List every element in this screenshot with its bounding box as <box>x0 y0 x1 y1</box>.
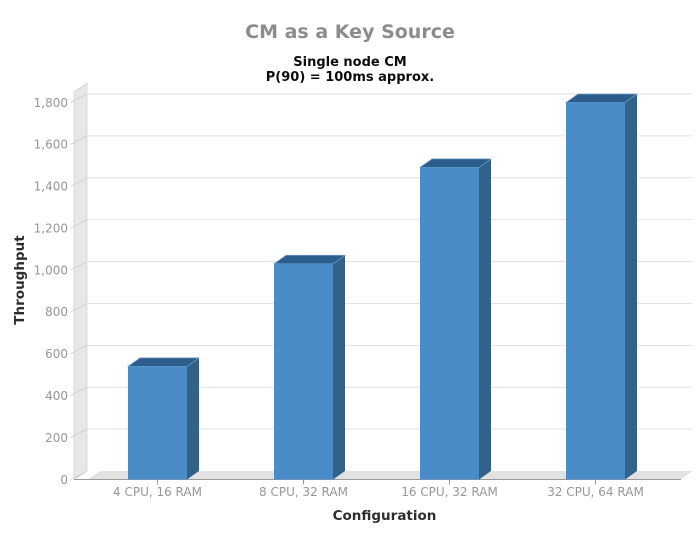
bar-top-face <box>272 254 347 265</box>
bar-top-face <box>564 93 639 103</box>
bar-column-4[interactable] <box>564 93 639 480</box>
bar-front-face <box>566 102 625 480</box>
bar-column-2[interactable] <box>272 254 347 480</box>
x-category-label-1: 4 CPU, 16 RAM <box>113 485 202 499</box>
y-axis-title: Throughput <box>12 235 28 325</box>
bar-column-3[interactable] <box>418 158 493 480</box>
y-tick-connector-0 <box>70 470 88 480</box>
y-tick-label-800: 800 <box>45 305 68 319</box>
x-category-label-3: 16 CPU, 32 RAM <box>401 485 498 499</box>
y-tick-connector-200 <box>70 428 88 438</box>
bar-side-face <box>333 255 345 480</box>
chart-title: CM as a Key Source <box>245 21 455 43</box>
bar-side-face <box>625 94 637 480</box>
bar-front-face <box>274 263 333 480</box>
chart-subtitle-line-1: Single node CM <box>293 55 407 70</box>
y-tick-label-1200: 1,200 <box>34 221 68 235</box>
x-axis-title: Configuration <box>332 508 437 524</box>
x-category-label-2: 8 CPU, 32 RAM <box>259 485 348 499</box>
bar-front-face <box>420 167 479 480</box>
y-tick-connector-1400 <box>70 177 88 187</box>
y-tick-label-200: 200 <box>45 431 68 445</box>
bar-column-1[interactable] <box>126 357 201 480</box>
y-tick-connector-1200 <box>70 219 88 229</box>
left-wall-3d <box>73 82 88 481</box>
y-tick-label-1600: 1,600 <box>34 138 68 152</box>
x-category-label-4: 32 CPU, 64 RAM <box>547 485 644 499</box>
y-tick-label-1400: 1,400 <box>34 180 68 194</box>
y-tick-connector-1000 <box>70 261 88 271</box>
bar-top-face <box>126 357 201 367</box>
y-tick-connector-400 <box>70 386 88 397</box>
chart-subtitle-line-2: P(90) = 100ms approx. <box>265 70 435 85</box>
y-tick-label-600: 600 <box>45 347 68 361</box>
y-tick-connector-1800 <box>70 93 88 103</box>
y-tick-connector-1600 <box>70 135 88 145</box>
y-tick-label-1000: 1,000 <box>34 263 68 277</box>
y-tick-label-1800: 1,800 <box>34 96 68 110</box>
bar-side-face <box>479 158 491 480</box>
bar-side-face <box>187 357 199 480</box>
bar-front-face <box>128 366 187 480</box>
y-tick-connector-600 <box>70 344 88 355</box>
y-tick-label-0: 0 <box>60 473 68 487</box>
floor-3d <box>88 471 693 480</box>
bar-top-face <box>418 158 493 168</box>
y-tick-connector-800 <box>70 303 88 313</box>
y-tick-label-400: 400 <box>45 389 68 403</box>
